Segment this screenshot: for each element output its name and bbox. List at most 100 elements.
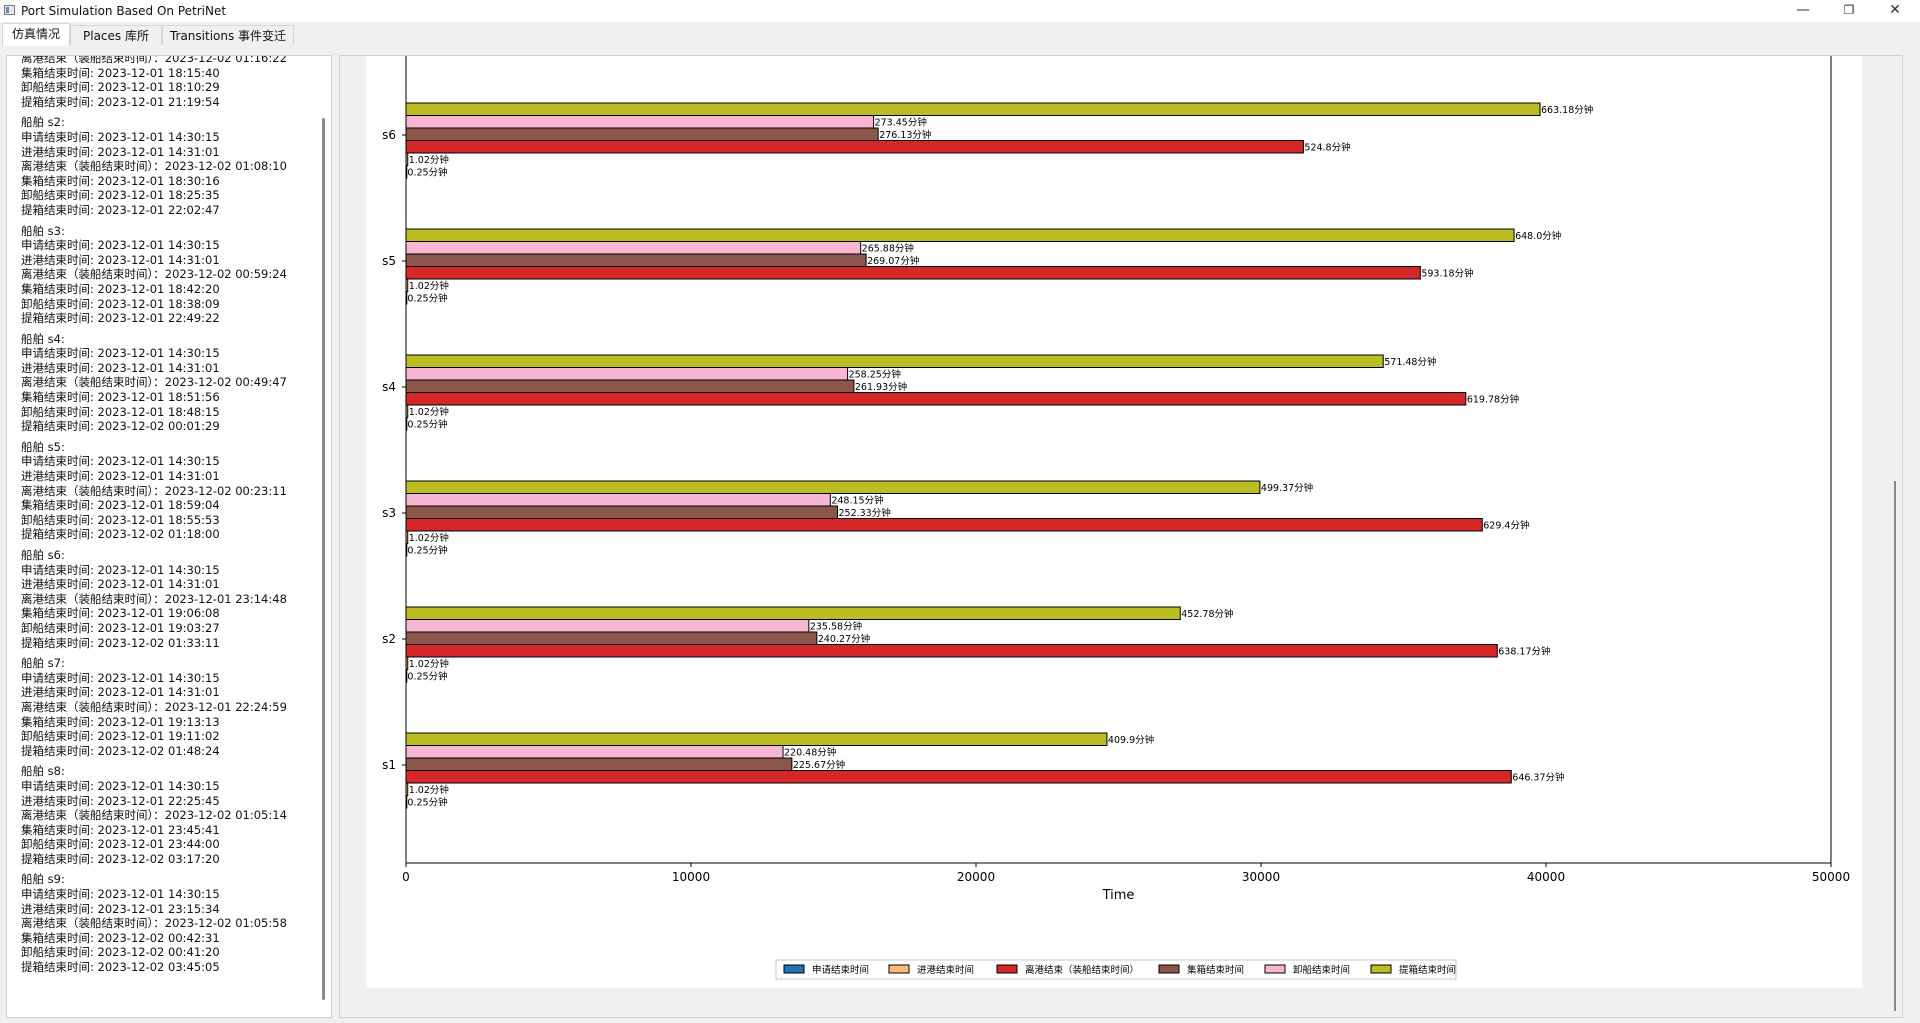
log-line: 进港结束时间: 2023-12-01 14:31:01 [21,144,220,159]
tab-places[interactable]: Places 库所 [70,25,162,45]
bar-3 [405,253,867,267]
bar-3 [405,379,855,393]
log-line: 离港结束（装船结束时间）：2023-12-02 01:16:22 [21,55,287,65]
bar-0 [405,669,408,683]
bar-2 [405,392,1467,406]
chart-canvas: 0 10000 20000 30000 40000 50000 Time s1 409.9分钟 2… [366,56,1862,988]
ship-header: 船舶 s2: [21,115,65,130]
log-line: 进港结束时间: 2023-12-01 14:31:01 [21,252,220,267]
x-tick-label: 10000 [672,870,710,884]
bar-value-label: 499.37分钟 [1261,482,1313,494]
log-line: 提箱结束时间: 2023-12-02 01:18:00 [21,527,220,542]
bar-value-label: 276.13分钟 [879,129,931,141]
bar-value-label: 261.93分钟 [855,381,907,393]
log-line: 申请结束时间: 2023-12-01 14:30:15 [21,778,220,793]
legend-swatch [1370,964,1392,974]
log-scrollbar[interactable] [322,118,325,1000]
log-line: 申请结束时间: 2023-12-01 14:30:15 [21,670,220,685]
bar-value-label: 0.25分钟 [407,418,447,430]
bar-value-label: 1.02分钟 [409,154,449,166]
legend-label: 集箱结束时间 [1187,964,1244,976]
legend-label: 离港结束（装船结束时间） [1025,964,1139,976]
bar-1 [405,152,409,166]
log-line: 进港结束时间: 2023-12-01 14:31:01 [21,360,220,375]
bar-value-label: 265.88分钟 [862,242,914,254]
bar-value-label: 252.33分钟 [838,507,890,519]
bar-value-label: 648.0分钟 [1515,230,1561,242]
bar-value-label: 0.25分钟 [407,670,447,682]
log-line: 卸船结束时间: 2023-12-01 18:25:35 [21,188,220,203]
tab-simulation[interactable]: 仿真情况 [2,23,70,46]
bar-value-label: 524.8分钟 [1304,141,1350,153]
maximize-icon: ❐ [1843,3,1855,17]
log-line: 提箱结束时间: 2023-12-02 03:45:05 [21,960,220,975]
legend-box [775,959,1457,980]
log-line: 进港结束时间: 2023-12-01 14:31:01 [21,685,220,700]
log-line: 进港结束时间: 2023-12-01 14:31:01 [21,577,220,592]
log-line: 集箱结束时间: 2023-12-01 18:30:16 [21,173,220,188]
log-line: 申请结束时间: 2023-12-01 14:30:15 [21,562,220,577]
log-line: 进港结束时间: 2023-12-01 23:15:34 [21,901,220,916]
log-line: 离港结束（装船结束时间）：2023-12-02 00:23:11 [21,483,287,498]
y-tick-label: s2 [382,632,396,646]
log-line: 卸船结束时间: 2023-12-01 19:11:02 [21,729,220,744]
bar-3 [405,757,793,771]
log-line: 提箱结束时间: 2023-12-02 00:01:29 [21,419,220,434]
y-tick-label: s5 [382,254,396,268]
log-line: 卸船结束时间: 2023-12-01 18:48:15 [21,404,220,419]
log-line: 申请结束时间: 2023-12-01 14:30:15 [21,887,220,902]
log-line: 离港结束（装船结束时间）：2023-12-02 00:49:47 [21,375,287,390]
bar-5 [405,606,1181,620]
bar-value-label: 646.37分钟 [1512,771,1564,783]
bar-1 [405,530,409,544]
ship-header: 船舶 s6: [21,548,65,562]
log-line: 离港结束（装船结束时间）：2023-12-02 01:08:10 [21,159,287,174]
y-tick-label: s4 [382,380,396,394]
log-line: 卸船结束时间: 2023-12-01 18:55:53 [21,512,220,527]
x-tick-label: 40000 [1527,870,1565,884]
bar-5 [405,228,1515,242]
tab-transitions[interactable]: Transitions 事件变迁 [162,25,294,45]
ship-header: 船舶 s4: [21,331,65,346]
maximize-button[interactable]: ❐ [1826,0,1872,22]
legend-swatch [1158,964,1180,974]
bar-2 [405,266,1421,280]
log-line: 进港结束时间: 2023-12-01 22:25:45 [21,793,220,808]
x-tick-label: 20000 [957,870,995,884]
minimize-icon: — [1796,2,1810,18]
app-window-icon [4,5,15,15]
log-line: 申请结束时间: 2023-12-01 14:30:15 [21,129,220,144]
bar-value-label: 452.78分钟 [1181,608,1233,620]
legend-swatch [783,964,805,974]
bar-4 [405,619,810,633]
x-tick-label: 50000 [1812,870,1850,884]
log-line: 离港结束（装船结束时间）：2023-12-02 00:59:24 [21,267,287,282]
bar-value-label: 0.25分钟 [407,544,447,556]
chart-scrollbar[interactable] [1894,481,1896,1011]
log-line: 集箱结束时间: 2023-12-01 18:15:40 [21,65,220,80]
bar-value-label: 1.02分钟 [409,784,449,796]
legend-swatch [888,964,910,974]
bar-1 [405,656,409,670]
close-icon: ✕ [1889,2,1901,18]
close-button[interactable]: ✕ [1872,0,1918,22]
log-line: 集箱结束时间: 2023-12-01 18:42:20 [21,281,220,296]
ship-header: 船舶 s8: [21,764,65,779]
simulation-log-panel[interactable]: 离港结束（装船结束时间）：2023-12-02 01:16:22 集箱结束时间: … [6,55,332,1018]
bar-value-label: 225.67分钟 [793,759,845,771]
gantt-bar-chart: 0 10000 20000 30000 40000 50000 Time s1 409.9分钟 2… [382,56,1850,980]
bar-5 [405,480,1261,494]
log-line: 进港结束时间: 2023-12-01 14:31:01 [21,469,220,484]
legend-swatch [996,964,1018,974]
title-bar: Port Simulation Based On PetriNet — ❐ ✕ [0,0,1920,22]
log-line: 提箱结束时间: 2023-12-01 22:49:22 [21,311,220,326]
x-tick-label: 30000 [1242,870,1280,884]
minimize-button[interactable]: — [1780,0,1826,22]
bar-5 [405,354,1384,368]
bar-value-label: 1.02分钟 [409,280,449,292]
bar-value-label: 1.02分钟 [409,532,449,544]
bar-5 [405,102,1541,116]
bar-value-label: 0.25分钟 [407,166,447,178]
bar-value-label: 629.4分钟 [1483,519,1529,531]
bar-1 [405,404,409,418]
